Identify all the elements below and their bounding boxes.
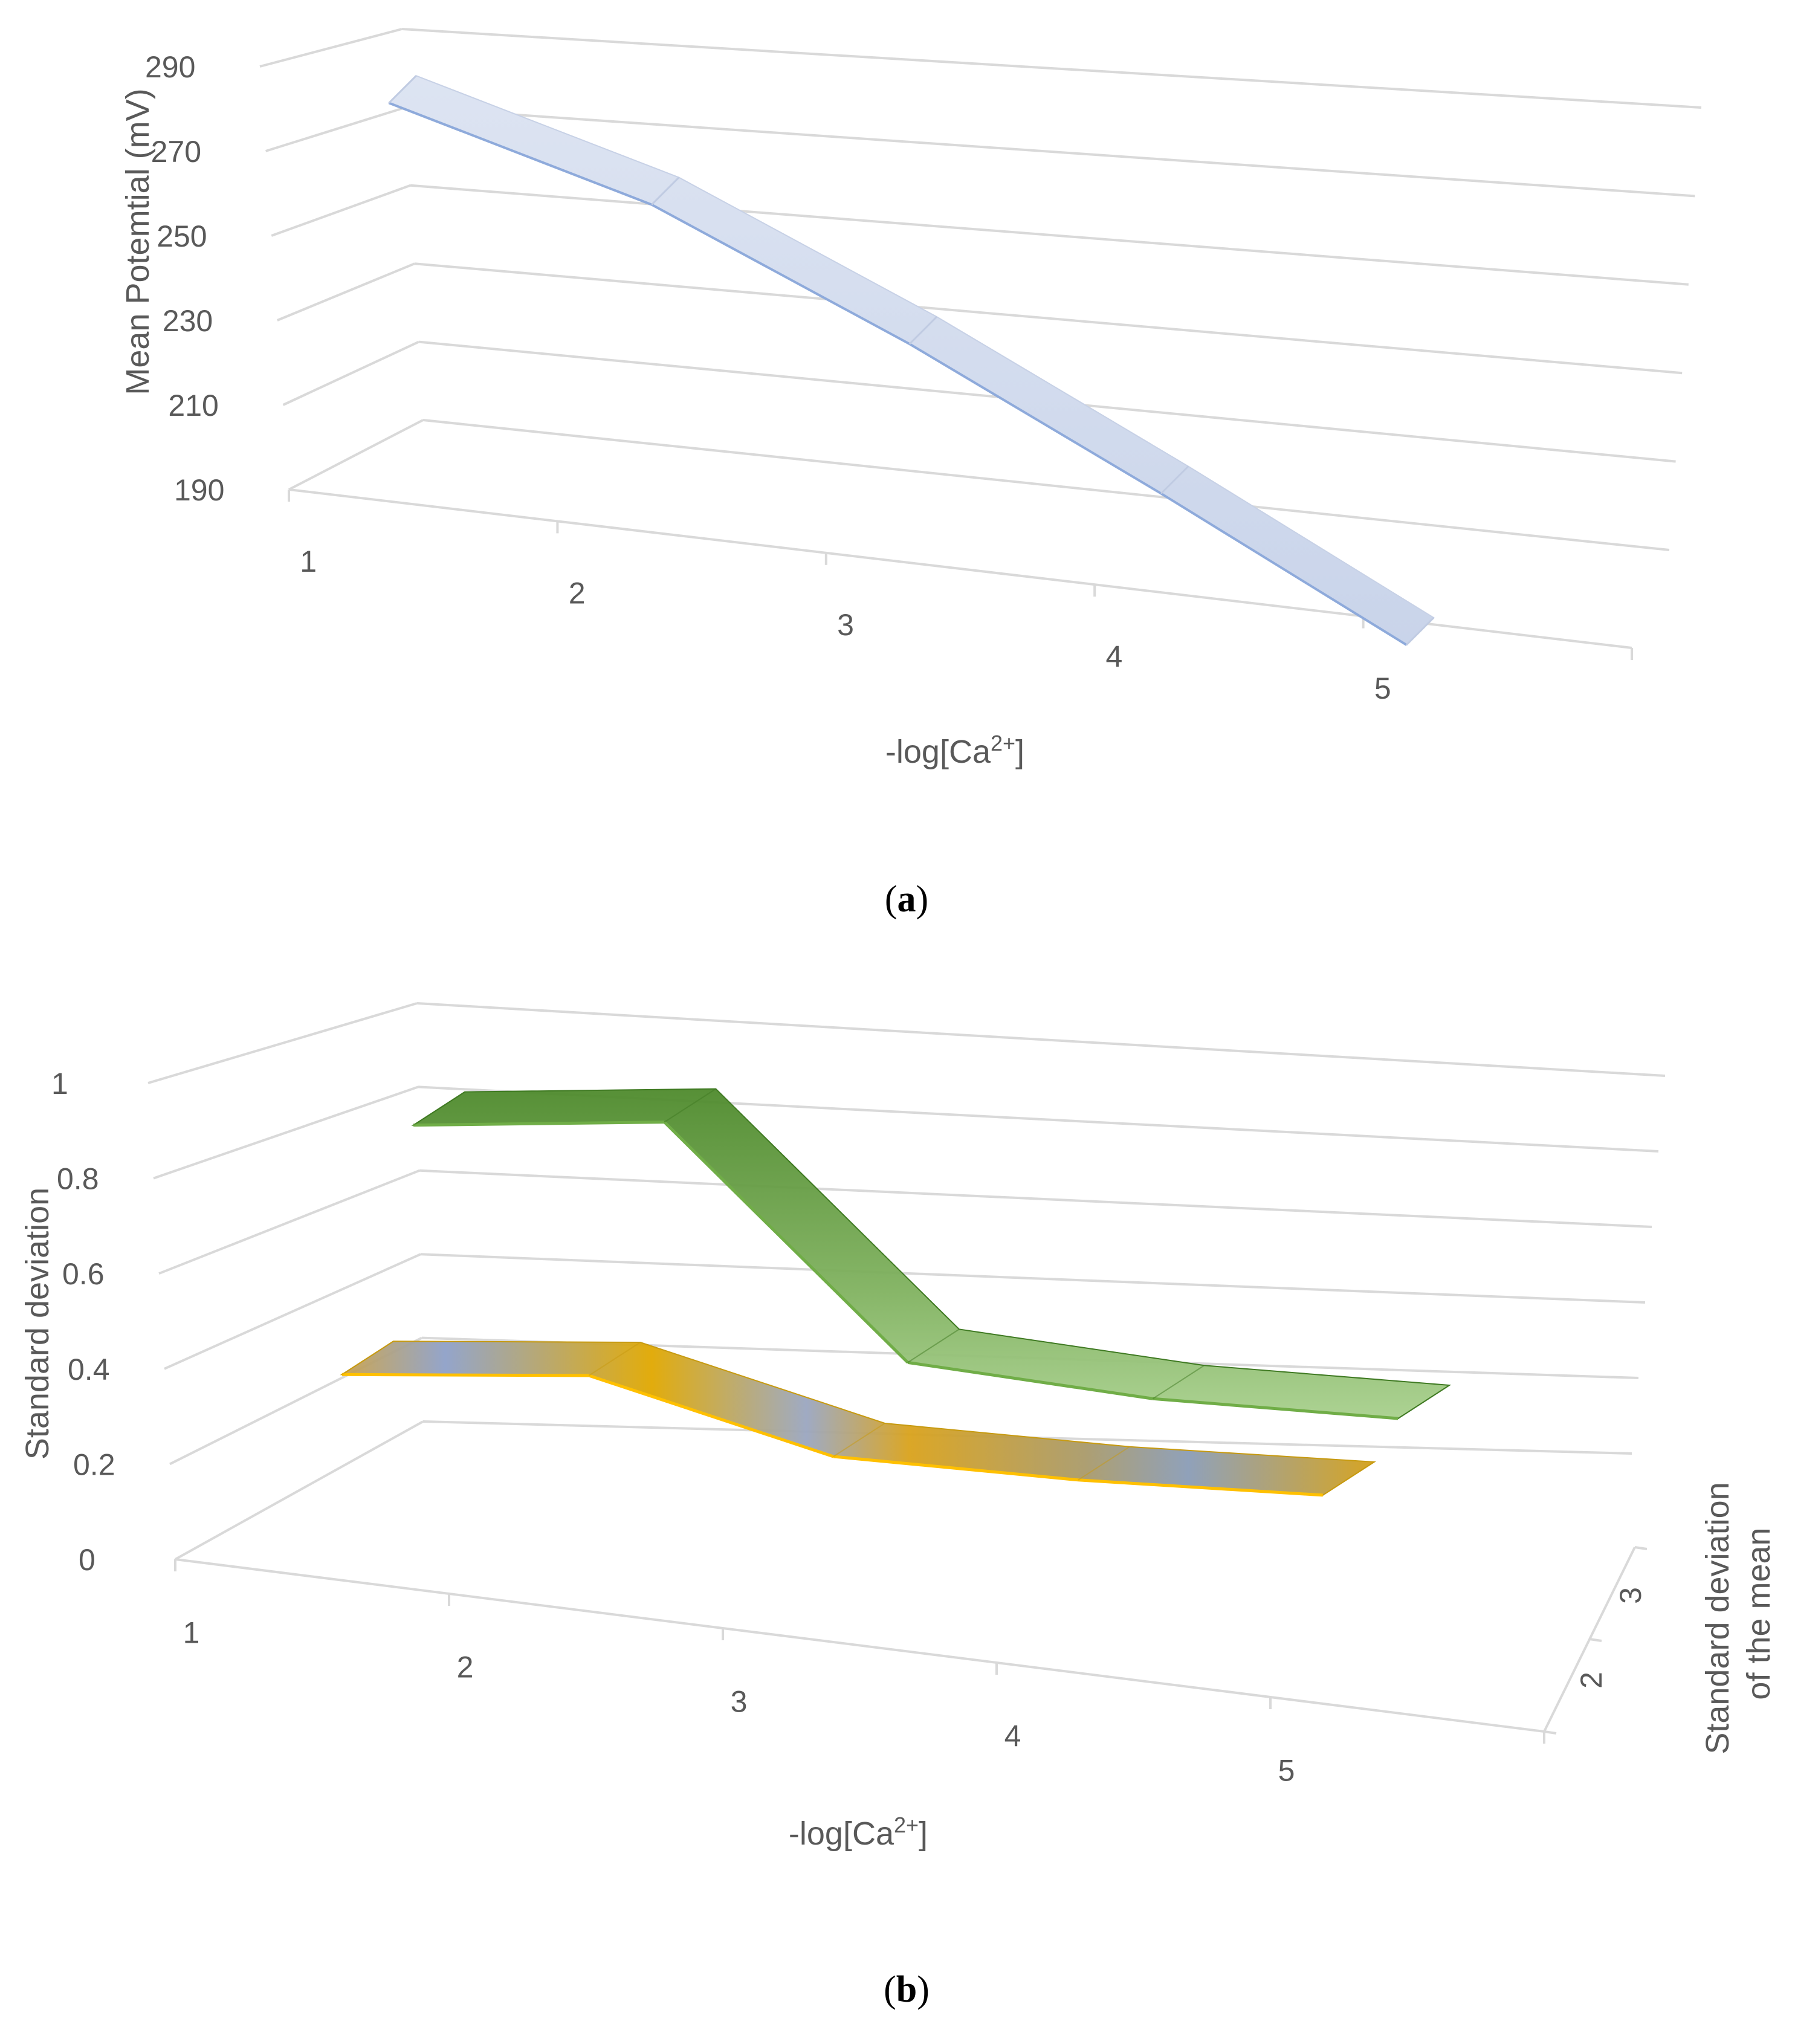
b-series-2-segment: [833, 1455, 1079, 1482]
b-z-axis-label: Standard deviation of the mean: [1700, 1473, 1777, 1754]
b-series-1-point: [1397, 1385, 1450, 1419]
b-z-tick-label: 3: [1614, 1587, 1648, 1604]
b-series-2-segment: [341, 1373, 589, 1377]
b-z-tick: [1544, 1730, 1557, 1735]
b-series-1-point: [413, 1091, 465, 1126]
b-x-tick-labels: 1 2 3 4 5: [183, 1616, 1295, 1788]
b-x-tick-label: 5: [1278, 1754, 1295, 1788]
b-series-1-segment: [1153, 1397, 1399, 1420]
a-series-ribbon: [387, 75, 1435, 646]
a-x-tick-labels: 1 2 3 4 5: [300, 545, 1391, 705]
b-gridline-side: [164, 1253, 421, 1370]
a-y-axis-label: Mean Potemtial (mV): [120, 88, 156, 395]
b-gridline-back: [420, 1253, 1646, 1304]
a-y-tick-labels: 190 210 230 250 270 290: [145, 50, 224, 507]
a-series-segment: [908, 343, 1162, 495]
b-series-1-point: [907, 1328, 960, 1363]
a-gridline-back: [406, 106, 1695, 198]
b-y-axis-label: Standard deviation: [19, 1188, 56, 1460]
a-series-point: [651, 176, 680, 205]
a-y-tick-label: 190: [174, 473, 224, 507]
a-gridline-back: [414, 262, 1683, 375]
a-y-tick-label: 230: [163, 304, 213, 338]
b-series-1-segment: [663, 1121, 909, 1364]
b-gridline-back: [416, 1002, 1666, 1077]
b-gridline-side: [175, 1420, 424, 1560]
a-x-tick-label: 5: [1374, 671, 1391, 705]
b-series-2-point: [341, 1341, 394, 1376]
b-z-tick-labels: 23: [1574, 1587, 1648, 1689]
a-gridline-back: [410, 184, 1689, 286]
b-x-tick-label: 4: [1004, 1719, 1021, 1753]
a-series-point: [1406, 616, 1435, 646]
a-gridline-side: [265, 106, 407, 152]
b-caption: (b): [884, 1969, 930, 2010]
a-y-tick-label: 290: [145, 50, 195, 84]
a-series-segment: [388, 102, 653, 206]
b-gridline-side: [147, 1002, 418, 1084]
b-z-tick-label: 2: [1574, 1672, 1608, 1689]
a-series: [387, 75, 1435, 646]
a-floor-edge: [288, 488, 1632, 649]
a-gridline-back: [422, 419, 1670, 551]
a-x-tick-label: 3: [837, 608, 854, 642]
b-series-2-segment: [588, 1374, 834, 1458]
b-y-tick-label: 0.6: [62, 1257, 105, 1291]
b-x-axis-label: -log[Ca2+]: [789, 1813, 928, 1852]
a-gridline-side: [288, 419, 424, 491]
b-x-tick-label: 2: [457, 1651, 474, 1684]
b-series-2-point: [833, 1423, 885, 1457]
b-series-2-point: [1078, 1446, 1130, 1481]
chart-a: 190 210 230 250 270 290 1 2 3 4 5 Mean Potemtial …: [120, 28, 1702, 920]
a-y-tick-label: 270: [151, 135, 201, 169]
b-y-tick-label: 1: [51, 1067, 68, 1101]
a-x-tick-label: 2: [569, 577, 586, 610]
b-x-tick-label: 1: [183, 1616, 200, 1650]
a-gridline-side: [282, 340, 419, 406]
b-series-1-point: [664, 1088, 716, 1123]
b-series-1-segment: [413, 1121, 665, 1127]
a-series-segment: [1160, 492, 1408, 646]
b-series-2-point: [588, 1342, 641, 1376]
b-x-tick-label: 3: [731, 1685, 748, 1719]
b-gridline-side: [158, 1169, 420, 1275]
a-series-point: [1160, 465, 1189, 494]
a-gridline-side: [277, 262, 415, 322]
b-y-tick-label: 0: [79, 1543, 95, 1577]
a-x-tick-label: 1: [300, 545, 317, 578]
b-gridline-side: [153, 1085, 419, 1180]
a-y-tick-label: 250: [157, 219, 207, 253]
a-series-point: [908, 316, 938, 345]
b-y-tick-label: 0.4: [68, 1353, 110, 1386]
a-gridline-side: [259, 28, 403, 68]
b-series: [340, 1088, 1452, 1497]
b-floor-edge: [175, 1558, 1545, 1733]
a-x-axis-label: -log[Ca2+]: [885, 731, 1024, 770]
b-y-tick-labels: 0 0.2 0.4 0.6 0.8 1: [51, 1067, 115, 1577]
a-caption: (a): [885, 879, 928, 920]
b-series-2-segment: [1078, 1478, 1323, 1497]
a-y-tick-label: 210: [168, 389, 218, 422]
b-y-tick-label: 0.2: [73, 1447, 115, 1481]
a-x-tick-label: 4: [1105, 639, 1122, 673]
b-z-tick: [1589, 1638, 1602, 1642]
b-series-1-point: [1152, 1365, 1205, 1400]
b-gridline-back: [419, 1169, 1652, 1228]
a-series-segment: [651, 203, 910, 345]
b-series-1-segment: [907, 1360, 1153, 1400]
a-gridline-back: [401, 28, 1702, 109]
b-series-2-point: [1322, 1461, 1375, 1496]
a-gridline-side: [271, 184, 411, 237]
b-y-tick-label: 0.8: [57, 1162, 99, 1196]
b-z-tick: [1634, 1546, 1648, 1550]
a-series-point: [388, 75, 417, 104]
